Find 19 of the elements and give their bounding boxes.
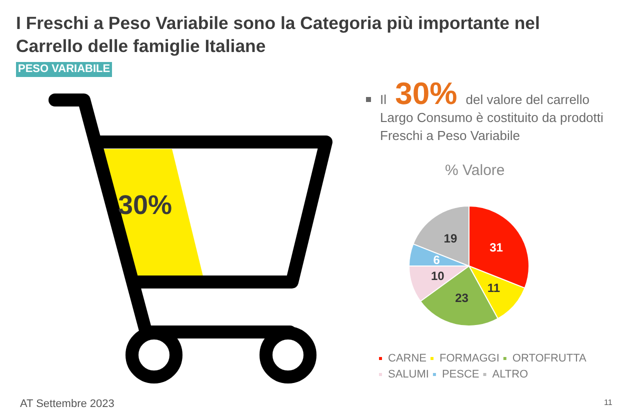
data-label: 23 [455, 291, 469, 306]
data-label: 10 [430, 269, 445, 284]
legend-label: FORMAGGI [440, 352, 500, 364]
chart-title: % Valore [445, 162, 505, 179]
text: 11 [604, 398, 612, 407]
data-label: 6 [433, 252, 440, 267]
text: I Freschi a Peso Variabile sono la Categoria più importante nel Carrello delle famiglie Italiane [16, 12, 541, 58]
legend-label: CARNE [388, 352, 427, 364]
text: Il 30% del valore del carrello Largo Consumo è costituito da prodotti Freschi a Peso Variabile [380, 76, 604, 143]
text: AT Settembre 2023 [20, 398, 114, 410]
data-label: 31 [490, 240, 504, 254]
legend-label: SALUMI [388, 368, 429, 380]
data-label: 11 [487, 280, 500, 295]
text: PESO VARIABILE [16, 62, 112, 77]
legend-label: PESCE [442, 368, 480, 380]
text: 30% [118, 190, 172, 221]
data-label: 19 [444, 232, 458, 246]
legend-label: ALTRO [492, 368, 529, 380]
legend-label: ORTOFRUTTA [512, 352, 587, 364]
